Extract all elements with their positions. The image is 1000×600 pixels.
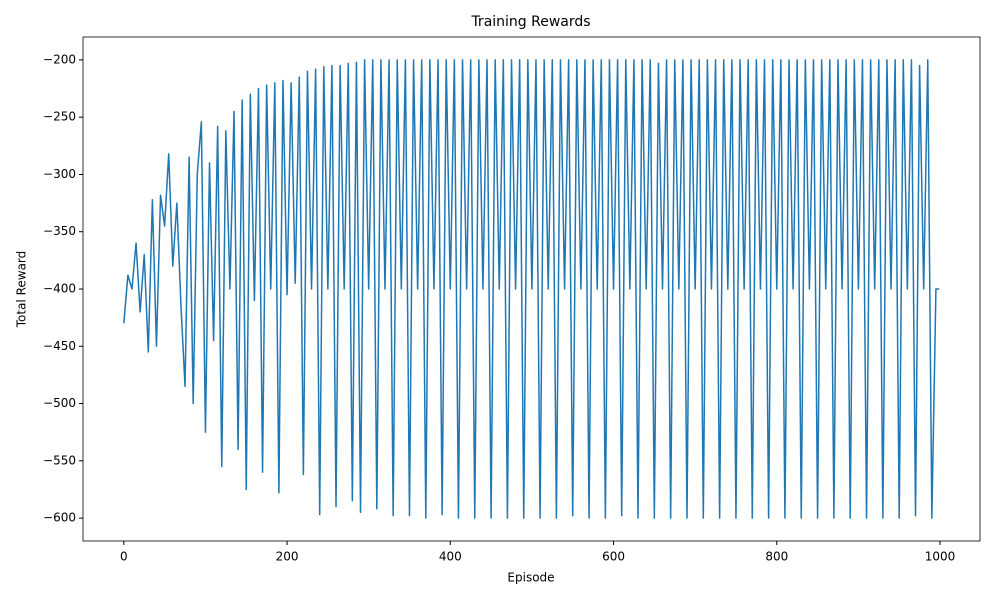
y-tick-label: −200 [43, 52, 76, 66]
x-tick-label: 1000 [925, 550, 956, 564]
y-tick-label: −400 [43, 282, 76, 296]
line-series [123, 59, 940, 519]
y-tick-label: −550 [43, 453, 76, 467]
y-axis-label: Total Reward [15, 251, 29, 329]
y-tick-label: −600 [43, 511, 76, 525]
x-tick-label: 0 [120, 550, 128, 564]
x-axis-label: Episode [507, 571, 554, 585]
y-tick-label: −300 [43, 167, 76, 181]
x-tick-label: 600 [602, 550, 625, 564]
x-tick-label: 200 [276, 550, 299, 564]
chart-title: Training Rewards [470, 14, 590, 30]
y-tick-label: −450 [43, 339, 76, 353]
plot-frame [82, 36, 981, 542]
y-tick-label: −350 [43, 224, 76, 238]
y-tick-label: −250 [43, 110, 76, 124]
x-tick-label: 800 [765, 550, 788, 564]
y-tick-label: −500 [43, 396, 76, 410]
x-tick-label: 400 [439, 550, 462, 564]
